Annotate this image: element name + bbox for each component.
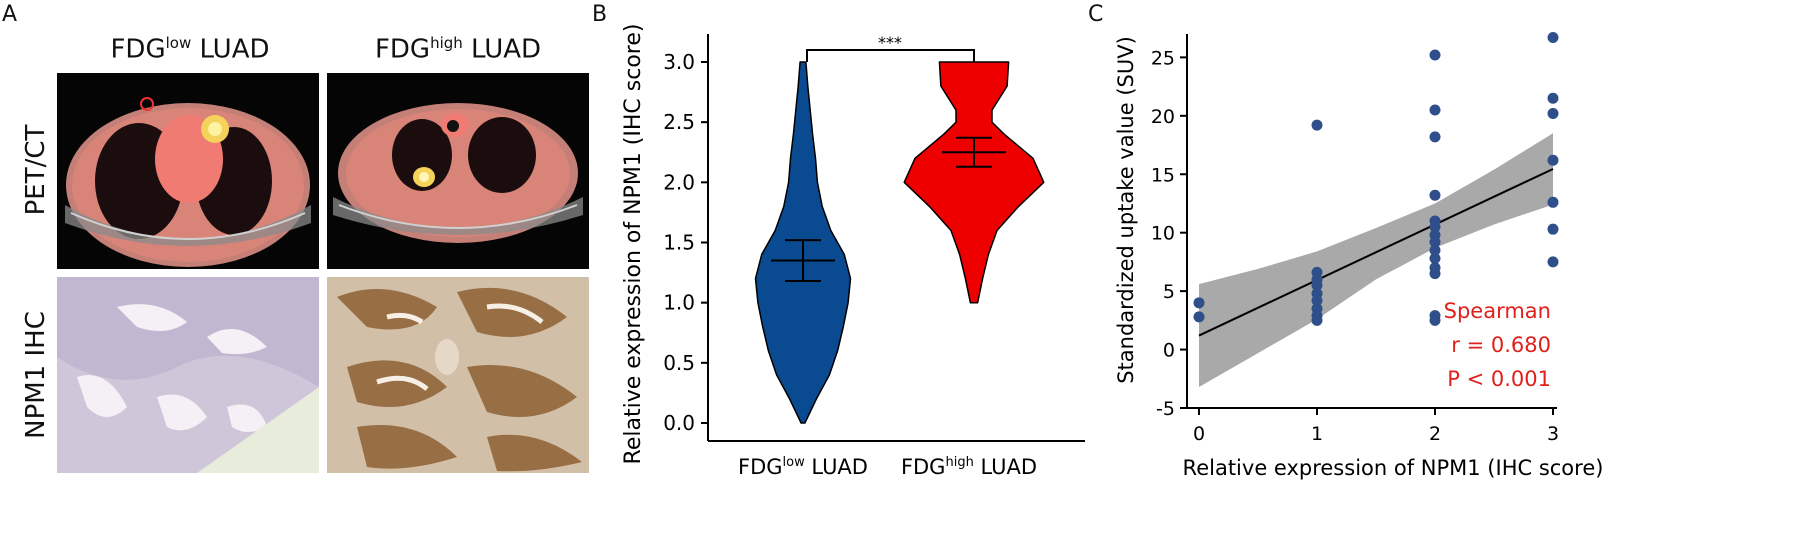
x-tick-label-fdg-low: FDGlow LUAD xyxy=(738,455,868,479)
y-tick-label: 1.0 xyxy=(663,291,695,315)
scatter-point xyxy=(1429,252,1441,264)
annotation-r: r = 0.680 xyxy=(1451,333,1551,357)
violin-1 xyxy=(903,61,1045,304)
y-tick-label: 0 xyxy=(1163,340,1175,362)
y-axis-label: Relative expression of NPM1 (IHC score) xyxy=(621,24,646,465)
ihc-image-fdg-high xyxy=(327,277,589,473)
scatter-point xyxy=(1429,221,1441,233)
scatter-point xyxy=(1429,314,1441,326)
scatter-point xyxy=(1193,297,1205,309)
x-tick-label: 1 xyxy=(1311,423,1323,445)
scatter-point xyxy=(1193,311,1205,323)
y-tick-label: 3.0 xyxy=(663,50,695,74)
pet-ct-image-fdg-high xyxy=(327,73,589,269)
violin-chart: Relative expression of NPM1 (IHC score) … xyxy=(621,24,1085,479)
scatter-point xyxy=(1311,119,1323,131)
y-tick-label: 15 xyxy=(1151,164,1175,186)
regression-line xyxy=(1198,168,1554,337)
annotation-p: P < 0.001 xyxy=(1447,367,1551,391)
row-label-pet-ct: PET/CT xyxy=(21,124,51,216)
significance-bracket xyxy=(806,49,975,62)
scatter-point xyxy=(1429,104,1441,116)
scatter-point xyxy=(1311,314,1323,326)
y-tick-label: -5 xyxy=(1156,398,1175,420)
scatter-point xyxy=(1311,279,1323,291)
pet-ct-image-fdg-low xyxy=(57,73,319,269)
col-title-fdg-high: FDGhigh LUAD xyxy=(374,34,542,65)
significance-label: *** xyxy=(878,33,902,52)
scatter-point xyxy=(1429,236,1441,248)
scatter-point xyxy=(1429,244,1441,256)
x-tick-label: 2 xyxy=(1429,423,1441,445)
scatter-point xyxy=(1311,294,1323,306)
scatter-point xyxy=(1547,256,1559,268)
y-tick-label: 0.5 xyxy=(663,351,695,375)
scatter-point xyxy=(1429,131,1441,143)
scatter-point xyxy=(1547,92,1559,104)
panel-a-label: A xyxy=(2,2,18,27)
y-tick-label: 0.0 xyxy=(663,411,695,435)
y-tick-label: 25 xyxy=(1151,47,1175,69)
y-tick-label: 20 xyxy=(1151,106,1175,128)
y-tick-label: 2.5 xyxy=(663,110,695,134)
confidence-band xyxy=(1199,133,1553,387)
y-tick-label: 1.5 xyxy=(663,231,695,255)
annotation-spearman: Spearman xyxy=(1444,299,1551,323)
scatter-point xyxy=(1429,189,1441,201)
panel-b-label: B xyxy=(592,2,608,27)
y-tick-label: 10 xyxy=(1151,223,1175,245)
x-axis-label: Relative expression of NPM1 (IHC score) xyxy=(1183,456,1604,480)
y-axis-label: Standardized uptake value (SUV) xyxy=(1114,36,1138,384)
scatter-point xyxy=(1429,268,1441,280)
scatter-chart: Standardized uptake value (SUV) -5051015… xyxy=(1114,32,1604,480)
row-label-npm1-ihc: NPM1 IHC xyxy=(21,311,51,439)
scatter-point xyxy=(1547,196,1559,208)
x-tick-label: 3 xyxy=(1547,423,1559,445)
col-title-fdg-low: FDGlow LUAD xyxy=(110,34,270,65)
y-tick-label: 5 xyxy=(1163,281,1175,303)
scatter-point xyxy=(1547,107,1559,119)
scatter-point xyxy=(1547,32,1559,44)
scatter-point xyxy=(1547,223,1559,235)
scatter-point xyxy=(1429,49,1441,61)
ihc-image-fdg-low xyxy=(57,277,319,473)
x-tick-label: 0 xyxy=(1193,423,1205,445)
x-tick-label-fdg-high: FDGhigh LUAD xyxy=(901,455,1037,479)
scatter-point xyxy=(1547,154,1559,166)
y-tick-label: 2.0 xyxy=(663,170,695,194)
panel-c-label: C xyxy=(1088,2,1104,27)
